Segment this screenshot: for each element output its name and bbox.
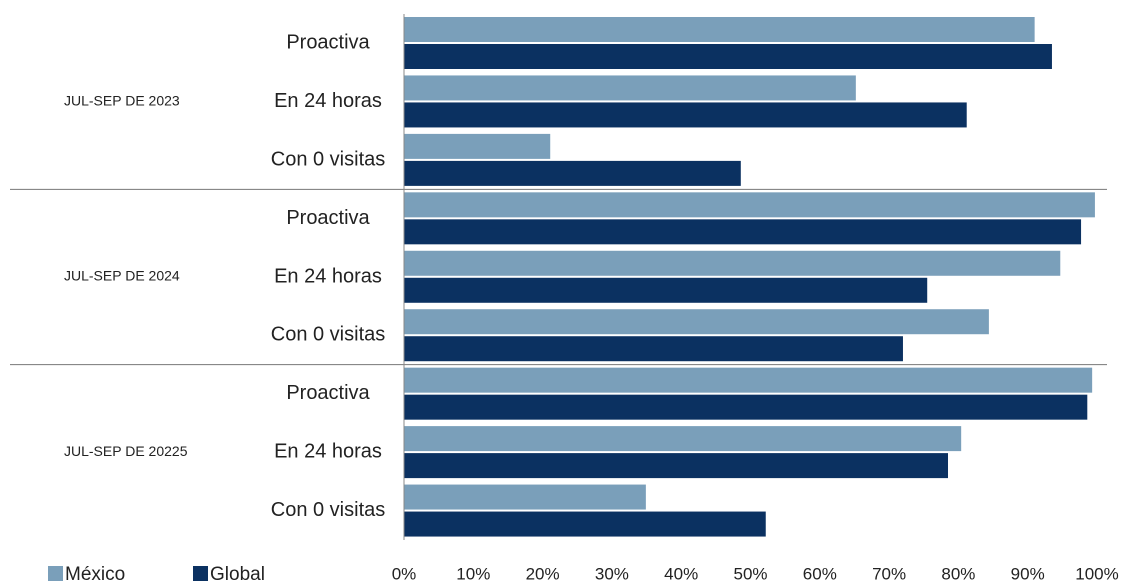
legend-label: México (65, 564, 125, 584)
bar (404, 484, 646, 510)
category-label: Con 0 visitas (271, 148, 386, 170)
legend-label: Global (210, 564, 265, 584)
bar (404, 192, 1095, 218)
category-label: En 24 horas (274, 441, 382, 463)
category-label: En 24 horas (274, 90, 382, 112)
group-label: JUL-SEP DE 2023 (64, 92, 180, 108)
x-tick-label: 90% (1011, 564, 1045, 583)
x-tick-label: 70% (872, 564, 906, 583)
category-label: Con 0 visitas (271, 324, 386, 346)
category-label: En 24 horas (274, 265, 382, 287)
bar (404, 17, 1035, 42)
legend-swatch (48, 566, 63, 581)
bar (404, 336, 903, 362)
bar (404, 44, 1052, 69)
x-tick-label: 30% (595, 564, 629, 583)
bar (404, 426, 962, 452)
bar (404, 160, 741, 186)
bar (404, 453, 949, 479)
bar (404, 277, 928, 303)
bar (404, 102, 967, 128)
group-label: JUL-SEP DE 20225 (64, 443, 188, 459)
legend-swatch (193, 566, 208, 581)
x-tick-label: 100% (1075, 564, 1118, 583)
x-tick-label: 60% (803, 564, 837, 583)
bar (404, 250, 1061, 276)
bar (404, 394, 1088, 420)
bar (404, 133, 551, 159)
category-label: Con 0 visitas (271, 499, 386, 521)
category-label: Proactiva (286, 32, 370, 54)
x-tick-label: 50% (733, 564, 767, 583)
x-tick-label: 10% (456, 564, 490, 583)
category-label: Proactiva (286, 207, 370, 229)
category-label: Proactiva (286, 382, 370, 404)
bar (404, 219, 1082, 245)
x-tick-label: 0% (392, 564, 417, 583)
x-tick-label: 40% (664, 564, 698, 583)
bar (404, 75, 856, 101)
bar (404, 367, 1093, 393)
bar (404, 511, 766, 537)
bar (404, 309, 989, 335)
x-tick-label: 80% (941, 564, 975, 583)
group-label: JUL-SEP DE 2024 (64, 268, 180, 284)
x-tick-label: 20% (526, 564, 560, 583)
